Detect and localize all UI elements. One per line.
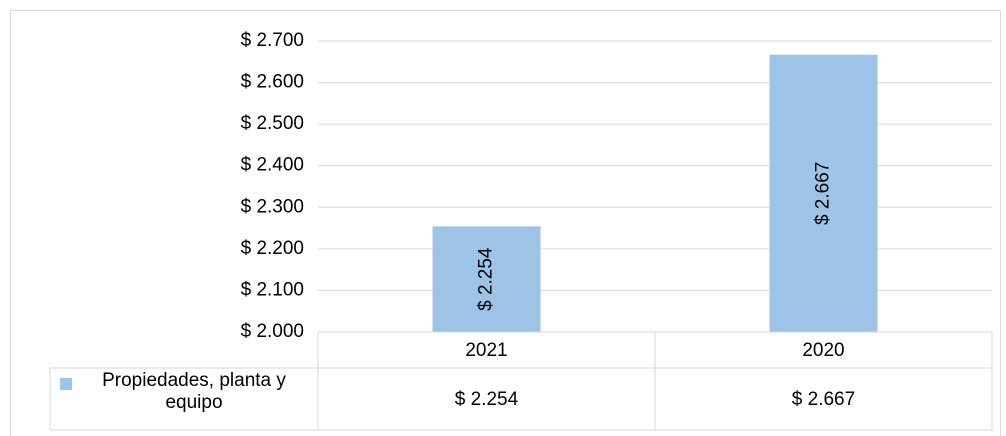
chart-frame bbox=[10, 10, 1001, 436]
legend-label: Propiedades, planta y equipo bbox=[102, 370, 286, 413]
legend-swatch bbox=[60, 378, 72, 390]
y-tick-label: $ 2.000 bbox=[241, 321, 304, 342]
y-tick-label: $ 2.100 bbox=[241, 279, 304, 300]
y-tick-label: $ 2.200 bbox=[241, 238, 304, 259]
legend-label-box: Propiedades, planta y equipo bbox=[102, 370, 286, 413]
x-tick-label: 2020 bbox=[802, 340, 844, 361]
y-tick-label: $ 2.700 bbox=[241, 30, 304, 51]
x-tick-label: 2021 bbox=[465, 340, 507, 361]
data-label: $ 2.254 bbox=[476, 247, 497, 311]
y-tick-label: $ 2.300 bbox=[241, 196, 304, 217]
table-value: $ 2.667 bbox=[792, 389, 855, 410]
y-tick-label: $ 2.400 bbox=[241, 155, 304, 176]
y-tick-label: $ 2.600 bbox=[241, 72, 304, 93]
bar bbox=[432, 226, 541, 332]
table-value: $ 2.254 bbox=[455, 389, 519, 410]
data-label: $ 2.667 bbox=[813, 162, 834, 225]
y-tick-label: $ 2.500 bbox=[241, 113, 304, 134]
bar bbox=[769, 54, 878, 333]
